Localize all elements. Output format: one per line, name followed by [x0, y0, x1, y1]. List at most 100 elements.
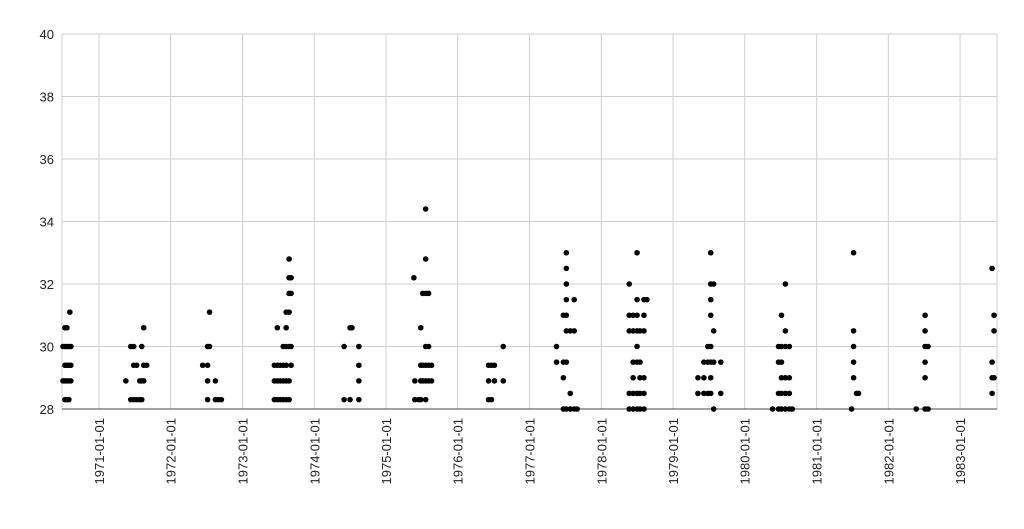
- point: [140, 378, 147, 384]
- point: [925, 406, 931, 412]
- point: [695, 390, 701, 397]
- y-tick-label: 28: [40, 402, 54, 417]
- point: [989, 390, 995, 397]
- point: [286, 309, 292, 315]
- point: [204, 396, 211, 403]
- point: [710, 328, 717, 334]
- point: [782, 343, 789, 350]
- point: [283, 362, 289, 369]
- point: [491, 362, 498, 369]
- point: [286, 396, 292, 403]
- point: [701, 359, 707, 365]
- y-tick-label: 38: [40, 90, 54, 105]
- point: [695, 374, 701, 381]
- point: [637, 359, 643, 365]
- point: [786, 343, 793, 350]
- y-tick-label: 34: [40, 215, 54, 230]
- point: [717, 390, 724, 397]
- point: [428, 362, 435, 369]
- point: [68, 362, 74, 369]
- point: [641, 328, 647, 334]
- point: [634, 343, 640, 350]
- point: [356, 362, 362, 369]
- point: [626, 390, 633, 397]
- x-tick-label: 1971-01-01: [92, 418, 107, 485]
- point: [288, 290, 294, 297]
- point: [850, 359, 857, 365]
- point: [922, 312, 928, 319]
- point: [567, 406, 574, 412]
- point: [626, 328, 633, 334]
- point: [341, 396, 347, 403]
- point: [850, 374, 857, 381]
- point: [786, 374, 793, 381]
- point: [563, 249, 570, 256]
- point: [417, 324, 424, 331]
- point: [563, 296, 570, 303]
- point: [341, 343, 347, 350]
- point: [417, 396, 424, 403]
- point: [206, 309, 213, 315]
- point: [412, 378, 418, 384]
- point: [567, 328, 574, 334]
- y-tick-label: 32: [40, 277, 54, 292]
- point: [641, 390, 647, 397]
- point: [782, 374, 789, 381]
- y-tick-label: 36: [40, 152, 54, 167]
- point: [626, 281, 633, 287]
- x-tick-label: 1972-01-01: [164, 418, 179, 485]
- point: [485, 378, 492, 384]
- point: [637, 328, 643, 334]
- point: [850, 249, 857, 256]
- point: [630, 312, 636, 319]
- point: [778, 374, 785, 381]
- point: [778, 390, 785, 397]
- x-tick-label: 1974-01-01: [307, 418, 322, 485]
- point: [571, 328, 577, 334]
- point: [778, 406, 785, 412]
- point: [199, 362, 206, 369]
- point: [425, 290, 432, 297]
- point: [68, 343, 74, 350]
- point: [283, 324, 289, 331]
- point: [356, 343, 362, 350]
- point: [644, 296, 650, 303]
- point: [789, 406, 796, 412]
- point: [637, 406, 643, 412]
- point: [850, 343, 857, 350]
- point: [707, 343, 714, 350]
- point: [67, 309, 73, 315]
- point: [641, 374, 647, 381]
- point: [488, 396, 495, 403]
- point: [204, 362, 211, 369]
- x-tick-label: 1978-01-01: [594, 418, 609, 485]
- point: [782, 281, 789, 287]
- point: [66, 396, 72, 403]
- point: [634, 312, 640, 319]
- point: [850, 328, 857, 334]
- point: [925, 343, 931, 350]
- point: [288, 274, 294, 281]
- point: [563, 328, 570, 334]
- point: [641, 406, 647, 412]
- point: [140, 324, 147, 331]
- point: [913, 406, 920, 412]
- point: [347, 396, 353, 403]
- point: [782, 390, 789, 397]
- point: [922, 359, 928, 365]
- point: [641, 312, 647, 319]
- point: [274, 324, 281, 331]
- point: [567, 390, 574, 397]
- point: [848, 406, 855, 412]
- point: [138, 396, 145, 403]
- point: [130, 343, 137, 350]
- point: [637, 374, 643, 381]
- point: [630, 374, 636, 381]
- point: [991, 374, 997, 381]
- point: [707, 312, 714, 319]
- point: [422, 206, 429, 212]
- point: [64, 324, 70, 331]
- point: [717, 359, 724, 365]
- point: [288, 362, 294, 369]
